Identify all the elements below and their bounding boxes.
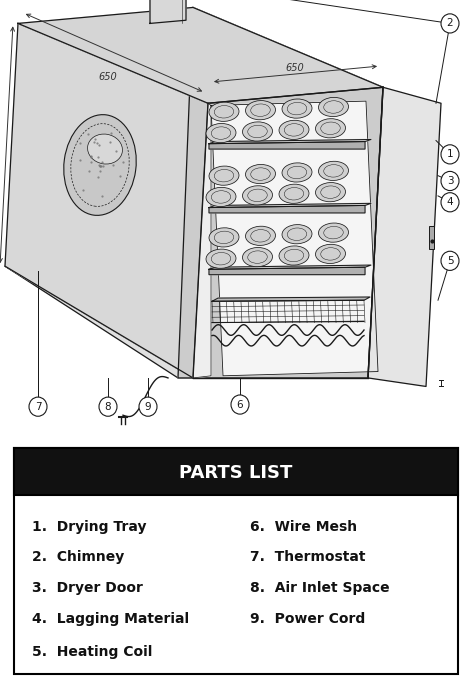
Ellipse shape bbox=[282, 99, 312, 118]
Polygon shape bbox=[5, 23, 208, 378]
Ellipse shape bbox=[279, 120, 309, 140]
Ellipse shape bbox=[209, 228, 239, 247]
Ellipse shape bbox=[209, 102, 239, 121]
Polygon shape bbox=[178, 8, 383, 378]
Text: 2: 2 bbox=[447, 18, 453, 29]
Ellipse shape bbox=[319, 223, 348, 242]
Circle shape bbox=[139, 397, 157, 416]
Ellipse shape bbox=[319, 161, 348, 181]
Ellipse shape bbox=[206, 188, 236, 207]
Ellipse shape bbox=[282, 224, 312, 243]
Text: 9.  Power Cord: 9. Power Cord bbox=[250, 612, 365, 625]
Polygon shape bbox=[368, 87, 441, 387]
Text: 3.  Dryer Door: 3. Dryer Door bbox=[32, 581, 143, 595]
Ellipse shape bbox=[88, 134, 122, 164]
Ellipse shape bbox=[315, 183, 346, 202]
Text: 1.  Drying Tray: 1. Drying Tray bbox=[32, 520, 147, 534]
Ellipse shape bbox=[319, 98, 348, 117]
Circle shape bbox=[441, 193, 459, 212]
Ellipse shape bbox=[243, 122, 272, 141]
Ellipse shape bbox=[243, 248, 272, 267]
Circle shape bbox=[29, 397, 47, 416]
Ellipse shape bbox=[279, 184, 309, 203]
Text: 4: 4 bbox=[447, 197, 453, 207]
Polygon shape bbox=[5, 266, 368, 378]
Polygon shape bbox=[150, 0, 186, 23]
Text: 9: 9 bbox=[145, 402, 152, 412]
Ellipse shape bbox=[282, 163, 312, 182]
Ellipse shape bbox=[209, 166, 239, 186]
Circle shape bbox=[441, 171, 459, 190]
FancyBboxPatch shape bbox=[14, 448, 458, 674]
Polygon shape bbox=[193, 103, 211, 378]
Polygon shape bbox=[209, 203, 371, 207]
Text: 7: 7 bbox=[34, 402, 42, 412]
Text: 2.  Chimney: 2. Chimney bbox=[32, 550, 124, 565]
Ellipse shape bbox=[315, 244, 346, 263]
Text: 5: 5 bbox=[447, 256, 453, 266]
Ellipse shape bbox=[206, 249, 236, 268]
Ellipse shape bbox=[245, 100, 276, 120]
Text: 7.  Thermostat: 7. Thermostat bbox=[250, 550, 365, 565]
Text: 1: 1 bbox=[447, 149, 453, 160]
Text: 6.  Wire Mesh: 6. Wire Mesh bbox=[250, 520, 357, 534]
Circle shape bbox=[441, 14, 459, 33]
Circle shape bbox=[231, 395, 249, 414]
Polygon shape bbox=[209, 267, 365, 275]
Polygon shape bbox=[211, 101, 378, 376]
Circle shape bbox=[441, 145, 459, 164]
Ellipse shape bbox=[243, 186, 272, 205]
Text: 650: 650 bbox=[99, 72, 118, 82]
Text: PARTS LIST: PARTS LIST bbox=[179, 464, 293, 481]
Text: 3: 3 bbox=[447, 176, 453, 186]
Ellipse shape bbox=[245, 164, 276, 183]
Circle shape bbox=[99, 397, 117, 416]
Ellipse shape bbox=[245, 226, 276, 246]
Ellipse shape bbox=[206, 123, 236, 143]
Bar bbox=[429, 226, 434, 249]
Text: 6: 6 bbox=[236, 400, 243, 410]
Ellipse shape bbox=[64, 115, 136, 216]
Text: 4.  Lagging Material: 4. Lagging Material bbox=[32, 612, 189, 625]
Polygon shape bbox=[209, 139, 371, 144]
Polygon shape bbox=[209, 265, 371, 269]
Text: 650: 650 bbox=[286, 63, 304, 74]
Polygon shape bbox=[18, 8, 383, 103]
Text: 5.  Heating Coil: 5. Heating Coil bbox=[32, 644, 152, 659]
Circle shape bbox=[441, 251, 459, 270]
Polygon shape bbox=[212, 297, 370, 301]
Text: 8.  Air Inlet Space: 8. Air Inlet Space bbox=[250, 581, 389, 595]
Ellipse shape bbox=[315, 119, 346, 138]
Ellipse shape bbox=[279, 246, 309, 265]
Polygon shape bbox=[209, 205, 365, 213]
FancyBboxPatch shape bbox=[14, 448, 458, 495]
Text: 8: 8 bbox=[105, 402, 111, 412]
Polygon shape bbox=[209, 142, 365, 149]
